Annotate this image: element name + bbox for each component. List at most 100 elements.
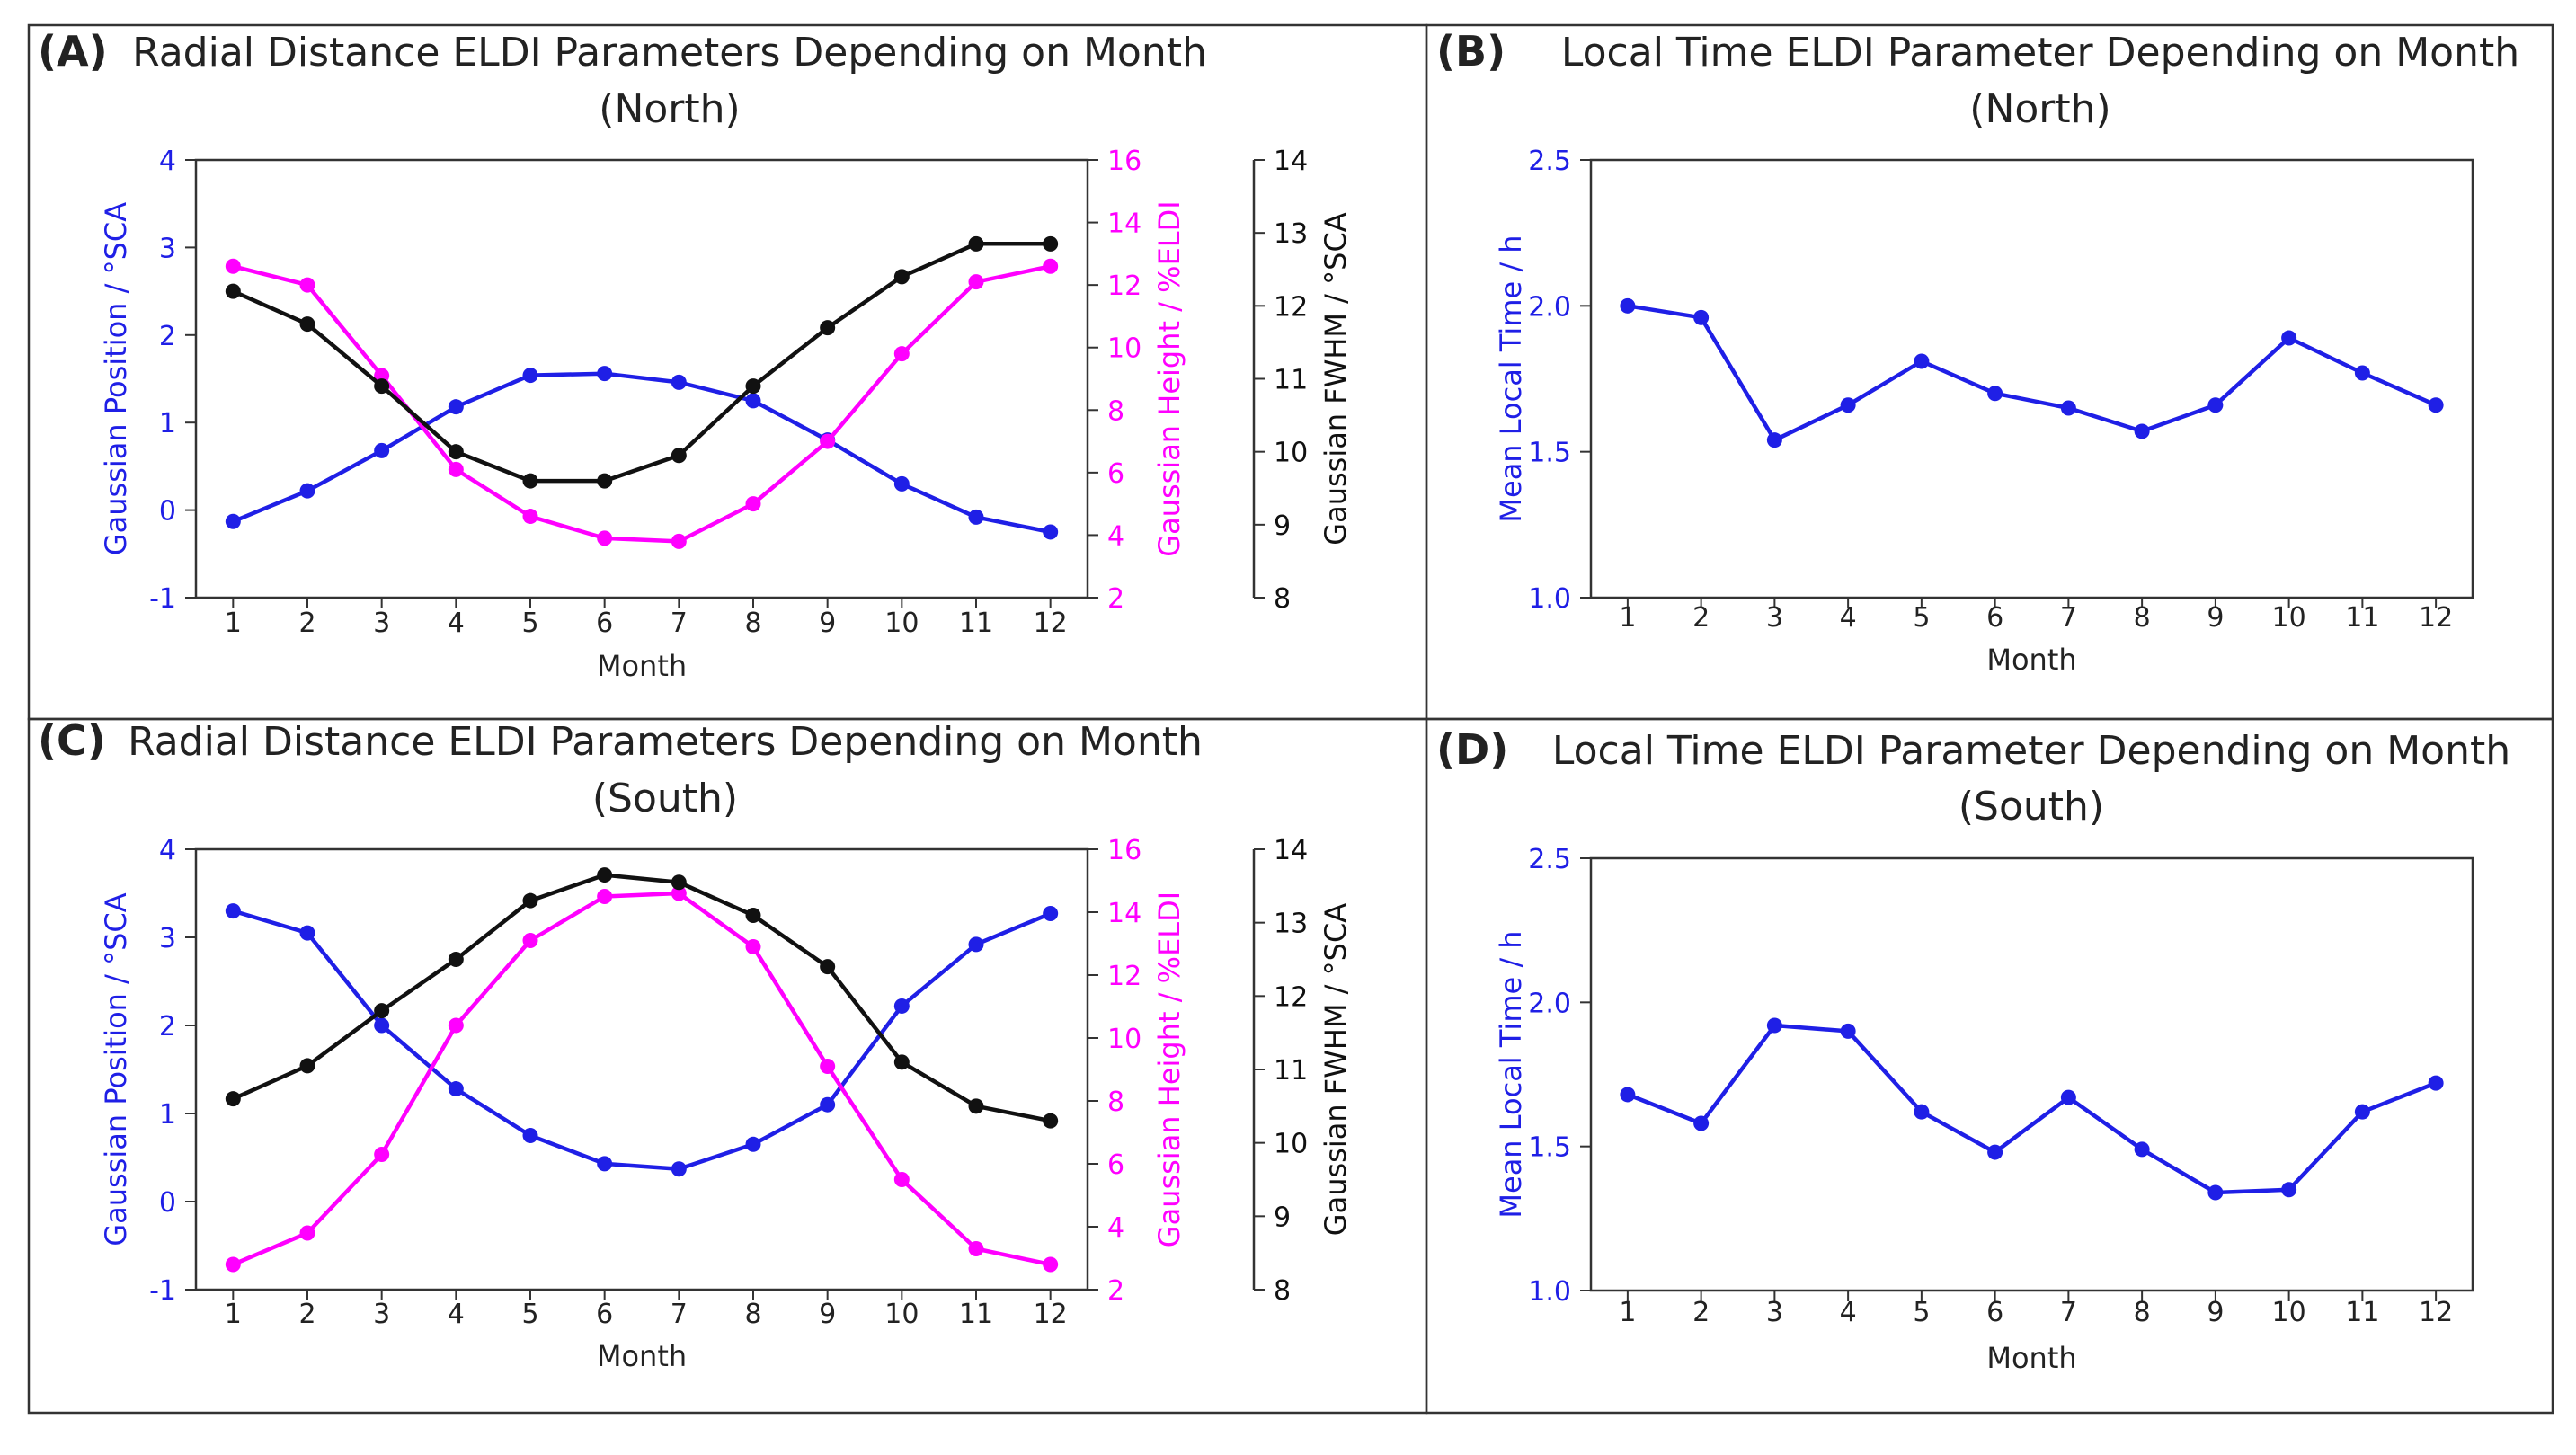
fwhm-y-tick-label: 12 xyxy=(1274,981,1308,1013)
panel-d: (D) Local Time ELDI Parameter Depending o… xyxy=(1425,717,2554,1415)
x-tick-label: 9 xyxy=(819,1299,836,1330)
x-tick-label: 1 xyxy=(1619,602,1636,634)
position-data-point xyxy=(893,475,910,492)
fwhm-y-tick-label: 14 xyxy=(1274,835,1308,866)
height-series-line xyxy=(232,264,1052,544)
position-y-tick-label: 0 xyxy=(159,1187,176,1219)
height-data-point xyxy=(448,1017,464,1034)
x-tick-label: 4 xyxy=(1840,602,1857,634)
local_time-axis-label: Mean Local Time / h xyxy=(1494,930,1528,1218)
height-y-tick-label: 8 xyxy=(1107,1087,1124,1118)
position-y-tick-label: 2 xyxy=(159,321,176,352)
local_time-data-point xyxy=(2354,365,2370,381)
position-data-point xyxy=(671,1161,687,1177)
height-y-tick-label: 6 xyxy=(1107,458,1124,490)
fwhm-y-tick-label: 12 xyxy=(1274,291,1308,323)
fwhm-data-point xyxy=(522,473,538,489)
x-tick-label: 2 xyxy=(1692,1297,1710,1328)
fwhm-y-tick-label: 10 xyxy=(1274,438,1308,469)
height-data-point xyxy=(968,274,984,290)
height-y-tick-label: 12 xyxy=(1107,961,1141,992)
panel-subtitle: (North) xyxy=(599,86,740,132)
local_time-data-point xyxy=(2428,397,2444,413)
x-tick-label: 5 xyxy=(521,608,538,639)
local_time-data-point xyxy=(2060,1089,2076,1105)
x-tick-label: 8 xyxy=(2134,1297,2151,1328)
local_time-data-point xyxy=(1620,297,1636,314)
position-data-point xyxy=(299,483,315,499)
fwhm-data-point xyxy=(820,320,836,336)
x-tick-label: 3 xyxy=(373,1299,390,1330)
x-tick-label: 9 xyxy=(819,608,836,639)
height-axis-label: Gaussian Height / %ELDI xyxy=(1152,892,1186,1247)
local_time-data-point xyxy=(2354,1104,2370,1120)
local_time-data-point xyxy=(2060,400,2076,416)
local_time-axis-label: Mean Local Time / h xyxy=(1494,235,1528,522)
local_time-data-point xyxy=(2428,1075,2444,1091)
height-data-point xyxy=(299,1225,315,1241)
x-tick-label: 6 xyxy=(1986,602,2003,634)
fwhm-y-tick-label: 13 xyxy=(1274,909,1308,940)
x-axis-label: Month xyxy=(597,1339,687,1373)
x-tick-label: 2 xyxy=(298,608,315,639)
x-axis-label: Month xyxy=(1986,643,2076,677)
height-data-point xyxy=(893,346,910,362)
height-y-tick-label: 2 xyxy=(1107,583,1124,615)
x-axis-label: Month xyxy=(1986,1341,2076,1375)
fwhm-data-point xyxy=(597,867,613,883)
height-y-tick-label: 14 xyxy=(1107,208,1141,240)
height-data-point xyxy=(820,1059,836,1074)
position-data-point xyxy=(1043,906,1059,922)
fwhm-data-point xyxy=(299,1058,315,1074)
x-tick-label: 1 xyxy=(225,608,242,639)
height-data-point xyxy=(522,933,538,948)
fwhm-axis-label: Gaussian FWHM / °SCA xyxy=(1319,212,1353,545)
panel-subtitle: (North) xyxy=(1969,86,2110,132)
local_time-data-point xyxy=(1914,1104,1930,1120)
x-axis-label: Month xyxy=(597,649,687,683)
fwhm-series-line xyxy=(232,242,1051,484)
local_time-data-point xyxy=(1766,432,1782,448)
position-y-tick-label: 4 xyxy=(159,146,176,177)
x-tick-label: 11 xyxy=(959,608,993,639)
local_time-data-point xyxy=(2281,1182,2297,1198)
height-y-tick-label: 4 xyxy=(1107,1212,1124,1244)
x-tick-label: 3 xyxy=(373,608,390,639)
x-tick-label: 5 xyxy=(1913,1297,1930,1328)
x-tick-label: 10 xyxy=(2272,602,2306,634)
height-y-tick-label: 12 xyxy=(1107,271,1141,302)
x-tick-label: 9 xyxy=(2207,602,2224,634)
height-data-point xyxy=(820,433,836,449)
position-data-point xyxy=(893,998,910,1014)
height-series-line xyxy=(232,891,1052,1267)
panel-title: Local Time ELDI Parameter Depending on M… xyxy=(1561,30,2519,75)
local_time-data-point xyxy=(1914,353,1930,369)
position-data-point xyxy=(448,1081,464,1097)
height-y-tick-label: 10 xyxy=(1107,333,1141,365)
position-y-tick-label: 3 xyxy=(159,233,176,264)
fwhm-axis-label: Gaussian FWHM / °SCA xyxy=(1319,903,1353,1236)
local_time-data-point xyxy=(1840,397,1856,413)
position-data-point xyxy=(597,366,613,382)
x-tick-label: 7 xyxy=(671,1299,688,1330)
x-tick-label: 4 xyxy=(1840,1297,1857,1328)
fwhm-series-line xyxy=(232,873,1052,1123)
local_time-series-line xyxy=(1627,1023,2437,1195)
fwhm-y-tick-label: 9 xyxy=(1274,1202,1291,1233)
position-data-point xyxy=(225,513,241,529)
panel-subtitle: (South) xyxy=(592,776,738,821)
local_time-data-point xyxy=(1840,1023,1856,1039)
position-y-tick-label: 1 xyxy=(159,1099,176,1131)
fwhm-data-point xyxy=(820,959,836,975)
fwhm-data-point xyxy=(225,283,241,299)
position-series-line xyxy=(232,371,1052,535)
x-tick-label: 3 xyxy=(1766,1297,1783,1328)
fwhm-y-tick-label: 8 xyxy=(1274,1275,1291,1307)
fwhm-data-point xyxy=(374,378,390,395)
height-data-point xyxy=(893,1172,910,1187)
local_time-data-point xyxy=(1693,309,1710,325)
x-tick-label: 1 xyxy=(1619,1297,1636,1328)
local_time-data-point xyxy=(1693,1115,1710,1131)
x-tick-label: 7 xyxy=(2060,1297,2077,1328)
position-data-point xyxy=(1043,524,1059,540)
